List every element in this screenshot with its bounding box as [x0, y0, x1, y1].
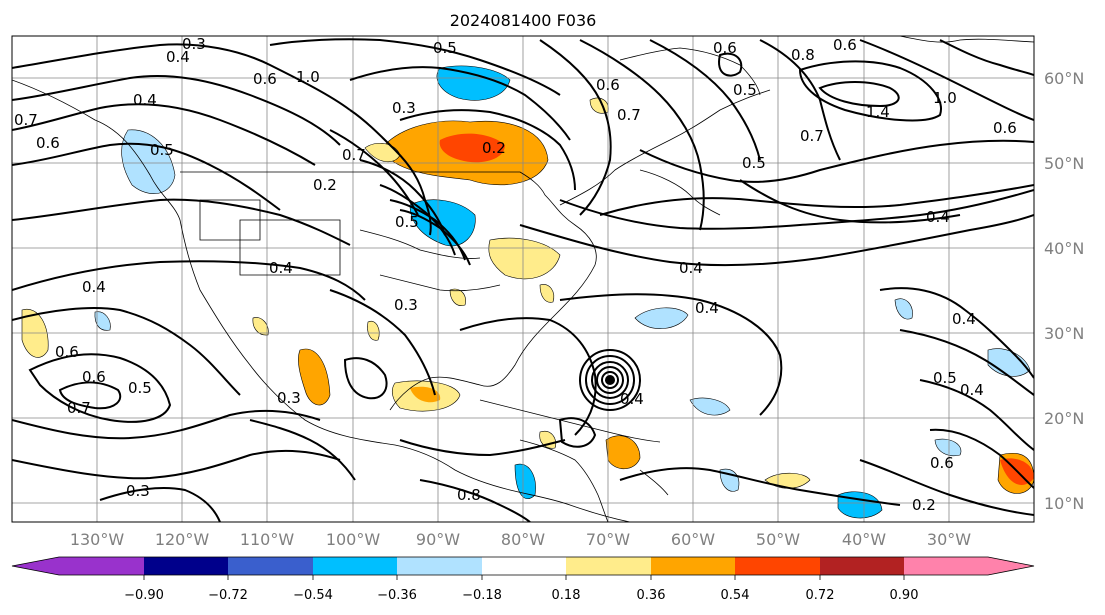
colorbar-tick: 0.90	[890, 588, 919, 603]
lon-label: 120°W	[155, 530, 210, 549]
colorbar-segment	[397, 557, 482, 575]
colorbar-segment	[228, 557, 313, 575]
contour-label: 0.7	[342, 146, 366, 164]
contour-label: 0.2	[313, 176, 337, 194]
contour-label: 1.4	[866, 103, 890, 121]
lon-label: 40°W	[842, 530, 886, 549]
lon-label: 80°W	[501, 530, 545, 549]
contour-lines	[12, 38, 1034, 522]
map-area: 0.3 0.4 0.5 0.6 1.0 0.4 0.7 0.6 0.5 0.7 …	[12, 35, 1034, 522]
colorbar-tick: −0.54	[293, 588, 333, 603]
contour-label: 0.6	[713, 39, 737, 57]
contour-label: 0.2	[482, 139, 506, 157]
contour-label: 0.4	[166, 48, 190, 66]
colorbar-segment	[820, 557, 904, 575]
lon-label: 30°W	[927, 530, 971, 549]
colorbar-tick: −0.72	[208, 588, 248, 603]
contour-label: 0.4	[269, 259, 293, 277]
lon-label: 90°W	[416, 530, 460, 549]
contour-label: 0.6	[36, 134, 60, 152]
contour-label: 0.5	[933, 369, 957, 387]
lon-label: 70°W	[586, 530, 630, 549]
contour-label: 0.5	[128, 379, 152, 397]
colorbar-tick: 0.72	[806, 588, 835, 603]
lon-label: 130°W	[70, 530, 125, 549]
contour-label: 0.6	[833, 36, 857, 54]
colorbar-segment	[144, 557, 228, 575]
contour-label: 0.4	[679, 259, 703, 277]
contour-label-group: 0.3 0.4 0.5 0.6 1.0 0.4 0.7 0.6 0.5 0.7 …	[14, 35, 1017, 514]
lon-label: 100°W	[326, 530, 381, 549]
latitude-axis: 60°N 50°N 40°N 30°N 20°N 10°N	[1044, 69, 1084, 513]
contour-label: 0.4	[620, 390, 644, 408]
contour-label: 0.3	[182, 35, 206, 53]
contour-label: 0.5	[733, 81, 757, 99]
map-frame	[11, 35, 1035, 523]
colorbar-segment	[313, 557, 397, 575]
contour-label: 0.6	[596, 76, 620, 94]
contour-label: 0.2	[912, 496, 936, 514]
contour-label: 0.8	[457, 486, 481, 504]
contour-label: 0.5	[742, 154, 766, 172]
colorbar: −0.90 −0.72 −0.54 −0.36 −0.18 0.18 0.36 …	[11, 556, 1035, 603]
lon-label: 60°W	[671, 530, 715, 549]
contour-label: 0.4	[926, 208, 950, 226]
contour-label: 0.5	[433, 39, 457, 57]
contour-label: 0.6	[253, 70, 277, 88]
lon-label: 50°W	[756, 530, 800, 549]
colorbar-tick: 0.18	[552, 588, 581, 603]
lat-label: 60°N	[1044, 69, 1084, 88]
contour-label: 0.4	[82, 278, 106, 296]
lon-label: 110°W	[240, 530, 295, 549]
contour-label: 0.6	[993, 119, 1017, 137]
contour-label: 0.7	[800, 127, 824, 145]
contour-label: 0.6	[55, 343, 79, 361]
coastlines	[12, 36, 1034, 522]
contour-label: 0.7	[14, 111, 38, 129]
colorbar-tick: 0.54	[721, 588, 750, 603]
lat-label: 40°N	[1044, 239, 1084, 258]
contour-label: 0.3	[126, 482, 150, 500]
colorbar-segment	[651, 557, 735, 575]
colorbar-extend-min	[12, 557, 59, 575]
colorbar-segment	[904, 557, 988, 575]
contour-label: 0.4	[695, 299, 719, 317]
contour-label: 0.6	[82, 368, 106, 386]
graticule	[12, 36, 1034, 522]
colorbar-tick: −0.36	[377, 588, 417, 603]
contour-label: 0.4	[952, 310, 976, 328]
contour-label: 0.7	[67, 399, 91, 417]
colorbar-extend-max	[988, 557, 1034, 575]
contour-label: 0.6	[930, 454, 954, 472]
map-title: 2024081400 F036	[450, 11, 597, 30]
lat-label: 10°N	[1044, 494, 1084, 513]
contour-label: 0.4	[133, 91, 157, 109]
contour-label: 0.8	[791, 46, 815, 64]
contour-label: 0.3	[394, 296, 418, 314]
contour-label: 1.0	[933, 89, 957, 107]
contour-label: 0.4	[960, 381, 984, 399]
lat-label: 50°N	[1044, 154, 1084, 173]
contour-label: 0.3	[277, 389, 301, 407]
contour-label: 1.0	[296, 68, 320, 86]
colorbar-tick: 0.36	[637, 588, 666, 603]
lat-label: 20°N	[1044, 409, 1084, 428]
colorbar-segment	[482, 557, 566, 575]
contour-label: 0.3	[392, 99, 416, 117]
longitude-axis: 130°W 120°W 110°W 100°W 90°W 80°W 70°W 6…	[70, 530, 971, 549]
colorbar-segment	[735, 557, 820, 575]
lat-label: 30°N	[1044, 324, 1084, 343]
contour-label: 0.5	[395, 213, 419, 231]
colorbar-segment	[566, 557, 651, 575]
colorbar-segment	[59, 557, 144, 575]
contour-label: 0.7	[617, 106, 641, 124]
colorbar-tick: −0.18	[462, 588, 502, 603]
colorbar-tick: −0.90	[124, 588, 164, 603]
contour-label: 0.5	[150, 141, 174, 159]
